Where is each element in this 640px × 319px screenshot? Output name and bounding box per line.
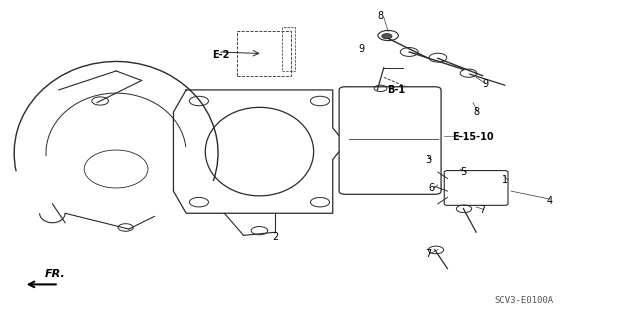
- Text: 7: 7: [425, 249, 431, 259]
- Text: 4: 4: [547, 196, 552, 206]
- Text: 3: 3: [425, 154, 431, 165]
- Circle shape: [382, 33, 392, 39]
- Text: 5: 5: [460, 167, 467, 177]
- Text: E-15-10: E-15-10: [452, 132, 493, 142]
- Text: 7: 7: [479, 205, 486, 215]
- FancyBboxPatch shape: [339, 87, 441, 194]
- Text: 6: 6: [428, 183, 435, 193]
- Text: 8: 8: [378, 11, 383, 21]
- Text: SCV3-E0100A: SCV3-E0100A: [494, 296, 554, 305]
- Text: FR.: FR.: [45, 269, 66, 278]
- FancyBboxPatch shape: [444, 171, 508, 205]
- Text: 1: 1: [502, 175, 508, 185]
- Text: 8: 8: [473, 107, 479, 117]
- Text: 2: 2: [272, 232, 278, 242]
- Text: 9: 9: [358, 44, 365, 54]
- Text: E-2: E-2: [212, 50, 230, 60]
- Text: 9: 9: [483, 78, 489, 89]
- Text: B-1: B-1: [387, 85, 406, 95]
